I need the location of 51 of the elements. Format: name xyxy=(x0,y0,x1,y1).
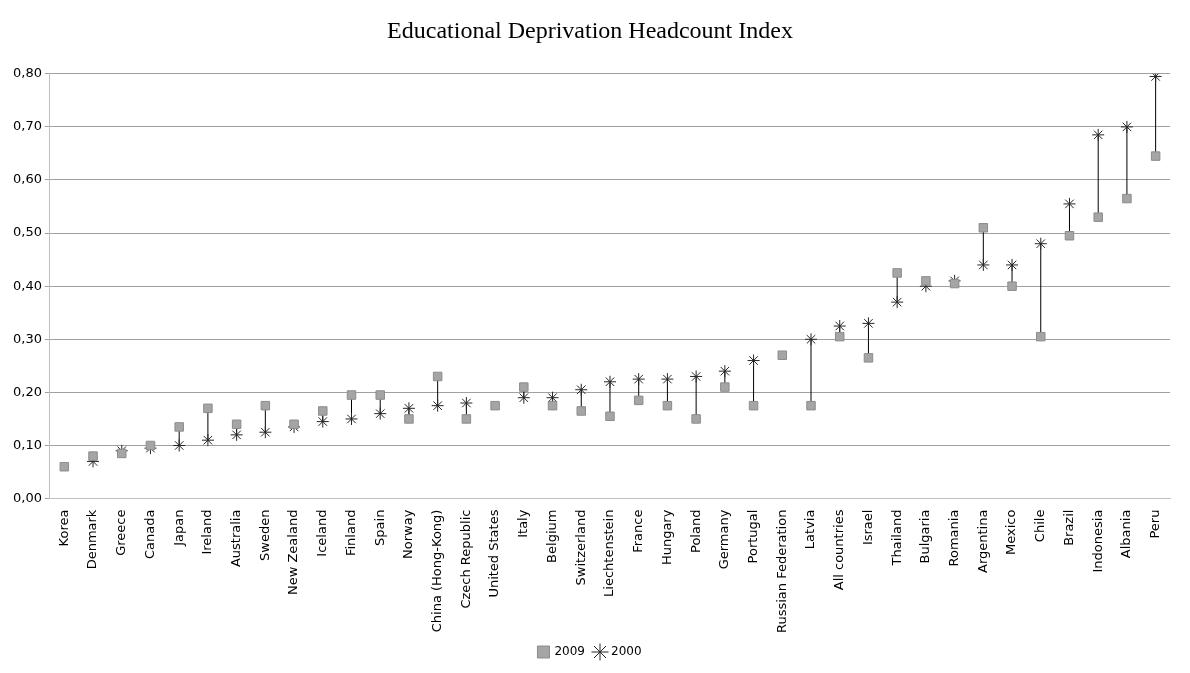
x-tick-label: Switzerland xyxy=(572,509,588,586)
x-tick-label: Korea xyxy=(55,509,71,547)
y-tick-label: 0,30 xyxy=(12,330,42,346)
x-tick-label: Iceland xyxy=(314,509,330,557)
x-tick-label: Chile xyxy=(1032,509,1048,543)
x-tick-label: Germany xyxy=(716,509,732,570)
x-tick-label: Belgium xyxy=(543,509,559,563)
x-tick-label: Hungary xyxy=(658,509,674,566)
x-tick-label: United States xyxy=(486,509,502,598)
x-tick-label: Peru xyxy=(1147,509,1163,539)
x-tick-label: Indonesia xyxy=(1089,509,1105,573)
x-tick-label: Liechtenstein xyxy=(601,509,617,597)
x-tick-label: Canada xyxy=(141,509,157,560)
x-tick-label: Italy xyxy=(515,509,531,538)
x-tick-label: Bulgaria xyxy=(917,509,933,564)
x-tick-label: Thailand xyxy=(888,509,904,567)
legend-label: 2000 xyxy=(611,644,642,659)
y-tick-label: 0,20 xyxy=(12,383,42,399)
x-tick-label: Argentina xyxy=(974,509,990,574)
x-tick-label: Australia xyxy=(228,509,243,568)
x-tick-label: Brazil xyxy=(1060,509,1076,546)
y-tick-label: 0,10 xyxy=(12,436,42,452)
legend-label: 2009 xyxy=(554,644,586,659)
x-tick-label: China (Hong-Kong) xyxy=(429,509,445,633)
y-tick-label: 0,00 xyxy=(12,489,42,505)
x-tick-label: Albania xyxy=(1118,509,1134,559)
x-tick-label: France xyxy=(630,509,646,553)
x-tick-label: Romania xyxy=(945,509,961,567)
x-tick-label: Denmark xyxy=(84,509,100,570)
x-tick-label: Mexico xyxy=(1003,509,1019,555)
x-tick-label: Portugal xyxy=(744,509,760,564)
x-tick-label: Czech Republic xyxy=(457,509,473,609)
y-tick-label: 0,40 xyxy=(12,277,42,293)
x-tick-label: Israel xyxy=(859,509,875,546)
y-tick-label: 0,80 xyxy=(12,65,42,81)
chart-title: Educational Deprivation Headcount Index xyxy=(387,16,793,43)
x-tick-label: Spain xyxy=(371,509,387,546)
x-tick-label: Poland xyxy=(687,509,703,553)
x-tick-label: Norway xyxy=(400,509,416,559)
x-tick-label: All countries xyxy=(831,509,847,591)
y-tick-label: 0,50 xyxy=(12,224,42,240)
x-tick-label: Japan xyxy=(170,509,186,547)
y-tick-label: 0,70 xyxy=(12,118,42,134)
x-tick-label: Russian Federation xyxy=(773,509,789,634)
x-tick-label: Sweden xyxy=(256,509,272,561)
x-tick-label: Latvia xyxy=(802,509,818,550)
x-tick-label: Ireland xyxy=(199,509,215,555)
x-tick-label: New Zealand xyxy=(285,509,301,596)
y-tick-label: 0,60 xyxy=(12,171,42,187)
x-tick-label: Greece xyxy=(113,509,129,556)
x-tick-label: Finland xyxy=(342,509,358,557)
